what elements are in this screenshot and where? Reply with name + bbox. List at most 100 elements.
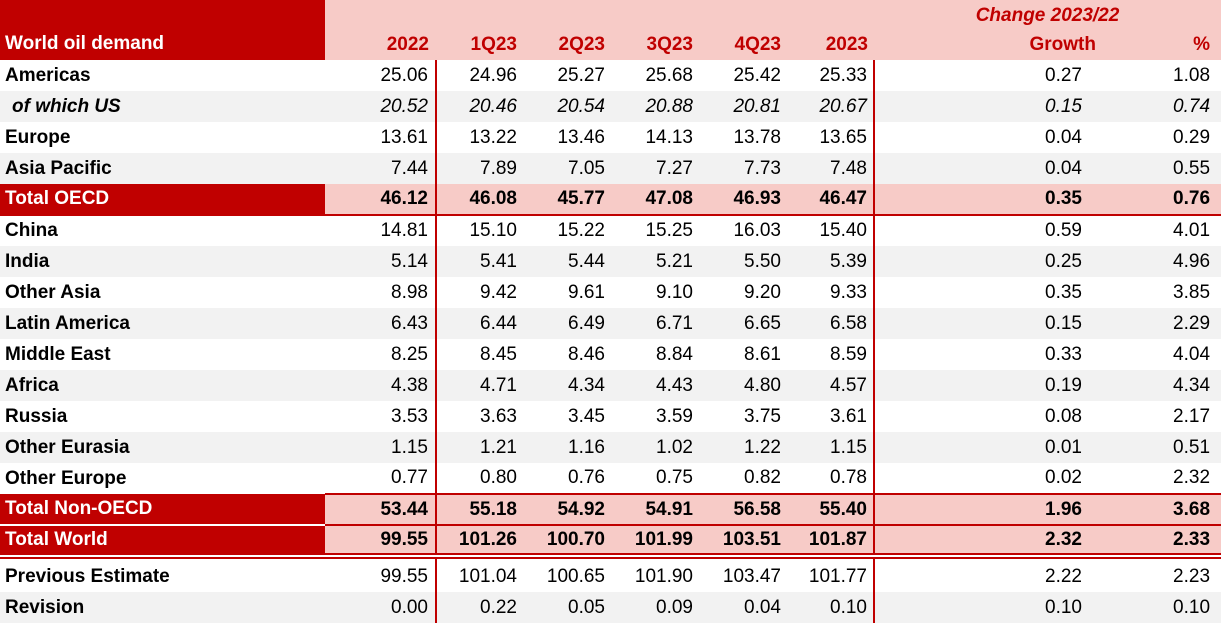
cell-q4-23: 7.73 — [700, 153, 788, 184]
cell-growth: 0.15 — [874, 308, 1098, 339]
cell-q2-23: 54.92 — [524, 493, 612, 525]
cell-q2-23: 0.76 — [524, 463, 612, 494]
cell-y2023: 101.77 — [788, 561, 875, 592]
cell-y2022: 1.15 — [325, 432, 437, 463]
cell-growth: 0.04 — [874, 153, 1098, 184]
cell-q4-23: 3.75 — [700, 401, 788, 432]
cell-growth: 0.01 — [874, 432, 1098, 463]
cell-q4-23: 8.61 — [700, 339, 788, 370]
cell-y2022: 0.77 — [325, 463, 437, 494]
cell-q1-23: 20.46 — [436, 91, 524, 122]
cell-q2-23: 8.46 — [524, 339, 612, 370]
cell-q1-23: 101.26 — [436, 524, 524, 559]
cell-y2023: 7.48 — [788, 153, 875, 184]
cell-y2022: 53.44 — [325, 493, 437, 525]
cell-y2022: 13.61 — [325, 122, 437, 153]
cell-growth: 0.04 — [874, 122, 1098, 153]
col-header-4q23: 4Q23 — [700, 30, 788, 60]
cell-q1-23: 8.45 — [436, 339, 524, 370]
cell-pct: 4.01 — [1098, 215, 1221, 246]
cell-q3-23: 4.43 — [612, 370, 700, 401]
cell-q3-23: 101.99 — [612, 524, 700, 559]
cell-q2-23: 100.70 — [524, 524, 612, 559]
row-label: Revision — [0, 592, 325, 623]
table-row: Africa 4.38 4.71 4.34 4.43 4.80 4.57 0.19 4.34 — [0, 370, 1221, 401]
cell-y2023: 13.65 — [788, 122, 875, 153]
divider-cell — [874, 556, 1098, 561]
cell-y2023: 4.57 — [788, 370, 875, 401]
cell-y2023: 3.61 — [788, 401, 875, 432]
cell-pct: 4.04 — [1098, 339, 1221, 370]
cell-q2-23: 20.54 — [524, 91, 612, 122]
divider-cell — [1098, 556, 1221, 561]
cell-q3-23: 14.13 — [612, 122, 700, 153]
cell-y2022: 20.52 — [325, 91, 437, 122]
cell-q4-23: 25.42 — [700, 60, 788, 91]
cell-y2023: 5.39 — [788, 246, 875, 277]
table-body: Americas 25.06 24.96 25.27 25.68 25.42 25.33 0.… — [0, 60, 1221, 623]
cell-q4-23: 0.82 — [700, 463, 788, 494]
cell-q3-23: 6.71 — [612, 308, 700, 339]
cell-q4-23: 103.47 — [700, 561, 788, 592]
header-spacer — [325, 0, 874, 30]
table-row: Latin America 6.43 6.44 6.49 6.71 6.65 6.58 0.1… — [0, 308, 1221, 339]
cell-y2022: 8.98 — [325, 277, 437, 308]
cell-pct: 2.33 — [1098, 524, 1221, 559]
cell-q4-23: 46.93 — [700, 184, 788, 216]
cell-q2-23: 25.27 — [524, 60, 612, 91]
cell-y2022: 0.00 — [325, 592, 437, 623]
cell-q3-23: 3.59 — [612, 401, 700, 432]
cell-pct: 3.68 — [1098, 493, 1221, 525]
cell-y2022: 3.53 — [325, 401, 437, 432]
cell-q1-23: 15.10 — [436, 215, 524, 246]
cell-q3-23: 47.08 — [612, 184, 700, 216]
cell-pct: 0.76 — [1098, 184, 1221, 216]
row-label: Africa — [0, 370, 325, 401]
col-header-2022: 2022 — [325, 30, 436, 60]
cell-q2-23: 100.65 — [524, 561, 612, 592]
table-title: World oil demand — [0, 0, 325, 60]
cell-pct: 2.23 — [1098, 561, 1221, 592]
row-label: Middle East — [0, 339, 325, 370]
table-row: Total OECD 46.12 46.08 45.77 47.08 46.93 46.47… — [0, 184, 1221, 216]
cell-pct: 4.96 — [1098, 246, 1221, 277]
table-row: Total Non-OECD 53.44 55.18 54.92 54.91 56.58 5… — [0, 493, 1221, 525]
divider-cell — [325, 556, 437, 561]
cell-q2-23: 9.61 — [524, 277, 612, 308]
cell-growth: 0.19 — [874, 370, 1098, 401]
cell-q2-23: 4.34 — [524, 370, 612, 401]
cell-q3-23: 7.27 — [612, 153, 700, 184]
cell-y2022: 25.06 — [325, 60, 437, 91]
divider-row — [0, 556, 1221, 561]
col-header-1q23: 1Q23 — [436, 30, 524, 60]
cell-y2023: 25.33 — [788, 60, 875, 91]
cell-q3-23: 1.02 — [612, 432, 700, 463]
cell-y2023: 8.59 — [788, 339, 875, 370]
cell-y2022: 8.25 — [325, 339, 437, 370]
cell-y2023: 6.58 — [788, 308, 875, 339]
cell-q4-23: 103.51 — [700, 524, 788, 559]
table-row: Russia 3.53 3.63 3.45 3.59 3.75 3.61 0.08 2.17 — [0, 401, 1221, 432]
row-label: Asia Pacific — [0, 153, 325, 184]
cell-growth: 0.15 — [874, 91, 1098, 122]
table-row: Europe 13.61 13.22 13.46 14.13 13.78 13.65 0.04… — [0, 122, 1221, 153]
cell-q3-23: 101.90 — [612, 561, 700, 592]
cell-y2023: 101.87 — [788, 524, 875, 559]
cell-q2-23: 5.44 — [524, 246, 612, 277]
cell-q2-23: 15.22 — [524, 215, 612, 246]
row-label: Other Europe — [0, 463, 325, 494]
cell-q4-23: 1.22 — [700, 432, 788, 463]
cell-pct: 2.29 — [1098, 308, 1221, 339]
col-header-growth: Growth — [874, 30, 1098, 60]
cell-q1-23: 6.44 — [436, 308, 524, 339]
col-header-2023: 2023 — [788, 30, 874, 60]
table-row: China 14.81 15.10 15.22 15.25 16.03 15.40 0.59 4… — [0, 215, 1221, 246]
cell-growth: 0.25 — [874, 246, 1098, 277]
cell-y2023: 1.15 — [788, 432, 875, 463]
row-label: of which US — [0, 91, 325, 122]
col-header-3q23: 3Q23 — [612, 30, 700, 60]
row-label: Russia — [0, 401, 325, 432]
row-label: Other Asia — [0, 277, 325, 308]
cell-y2022: 5.14 — [325, 246, 437, 277]
